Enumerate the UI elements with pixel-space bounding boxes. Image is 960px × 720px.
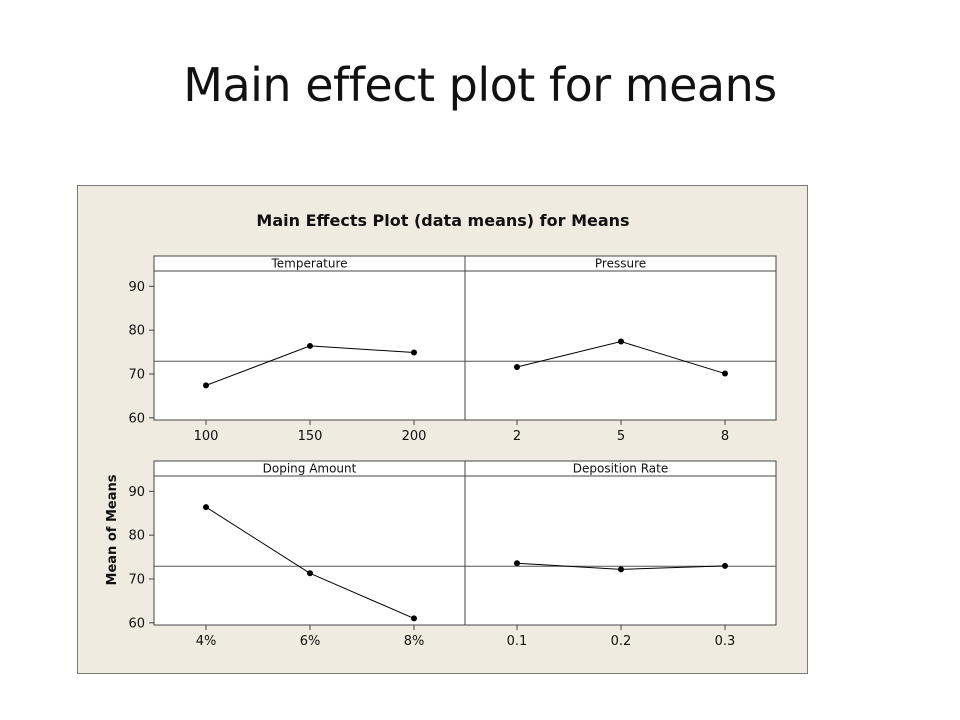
y-tick-label: 60 — [128, 616, 145, 631]
data-point-temperature — [411, 349, 417, 356]
panel-plot-pressure — [464, 270, 777, 421]
data-point-doping-amount — [203, 504, 209, 511]
data-point-doping-amount — [307, 570, 313, 577]
data-point-deposition-rate — [722, 562, 728, 569]
main-effects-figure: Main Effects Plot (data means) for Means… — [77, 185, 808, 674]
panel-plot-deposition-rate — [464, 475, 777, 626]
panel-label-deposition-rate: Deposition Rate — [573, 462, 668, 476]
data-point-doping-amount — [411, 615, 417, 622]
y-tick-label: 70 — [128, 367, 145, 382]
panel-label-pressure: Pressure — [595, 257, 646, 271]
y-tick-label: 90 — [128, 485, 145, 500]
panel-plot-doping-amount — [153, 475, 466, 626]
data-point-deposition-rate — [618, 566, 624, 573]
y-tick-label: 70 — [128, 572, 145, 587]
data-point-pressure — [722, 370, 728, 377]
x-tick-label-temperature: 200 — [402, 429, 427, 444]
data-point-temperature — [203, 382, 209, 389]
slide-title: Main effect plot for means — [183, 58, 777, 112]
data-point-temperature — [307, 342, 313, 349]
data-point-pressure — [514, 363, 520, 370]
x-tick-label-temperature: 150 — [298, 429, 323, 444]
y-tick-label: 80 — [128, 529, 145, 544]
chart-title: Main Effects Plot (data means) for Means — [256, 211, 629, 230]
x-tick-label-pressure: 5 — [617, 429, 625, 444]
x-tick-label-pressure: 2 — [513, 429, 521, 444]
x-tick-label-deposition-rate: 0.2 — [611, 634, 632, 649]
x-tick-label-deposition-rate: 0.3 — [715, 634, 736, 649]
y-tick-label: 60 — [128, 411, 145, 426]
main-effects-chart: Main Effects Plot (data means) for Means… — [105, 211, 777, 649]
x-tick-label-doping-amount: 6% — [300, 634, 321, 649]
y-tick-label: 80 — [128, 324, 145, 339]
x-tick-label-pressure: 8 — [721, 429, 729, 444]
x-tick-label-doping-amount: 8% — [404, 634, 425, 649]
data-point-deposition-rate — [514, 560, 520, 567]
x-tick-label-temperature: 100 — [194, 429, 219, 444]
x-tick-label-doping-amount: 4% — [196, 634, 217, 649]
panel-label-doping-amount: Doping Amount — [263, 462, 357, 476]
x-tick-label-deposition-rate: 0.1 — [507, 634, 528, 649]
data-point-pressure — [618, 338, 624, 345]
panel-label-temperature: Temperature — [270, 257, 347, 271]
y-tick-label: 90 — [128, 280, 145, 295]
y-axis-title: Mean of Means — [105, 474, 120, 585]
